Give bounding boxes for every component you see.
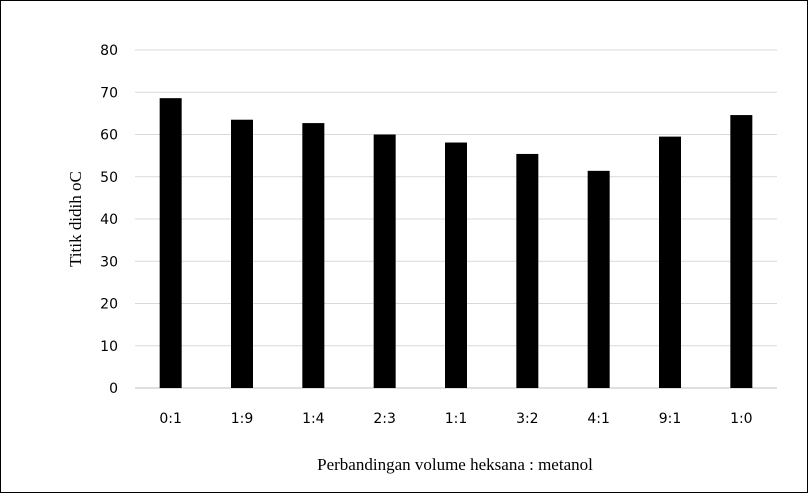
y-tick-label: 20 bbox=[100, 297, 118, 313]
x-axis-title: Perbandingan volume heksana : metanol bbox=[317, 455, 593, 474]
x-tick-labels: 0:1 1:9 1:4 2:3 1:1 3:2 4:1 9:1 1:0 bbox=[159, 411, 752, 427]
bar bbox=[516, 153, 539, 388]
y-tick-label: 70 bbox=[100, 85, 118, 101]
bar bbox=[231, 119, 253, 389]
bar bbox=[659, 136, 681, 388]
y-tick-label: 40 bbox=[100, 212, 118, 228]
x-tick-label: 1:4 bbox=[302, 411, 325, 427]
bar bbox=[730, 115, 753, 388]
bar bbox=[445, 142, 467, 388]
y-tick-label: 80 bbox=[100, 43, 118, 59]
bar bbox=[159, 98, 182, 388]
bars bbox=[159, 98, 753, 389]
bar bbox=[587, 170, 610, 388]
y-tick-label: 10 bbox=[100, 339, 118, 355]
x-tick-label: 3:2 bbox=[516, 411, 539, 427]
x-tick-label: 1:1 bbox=[445, 411, 468, 427]
y-axis-title: Titik didih oC bbox=[66, 171, 85, 267]
y-tick-label: 0 bbox=[109, 381, 118, 397]
y-tick-label: 30 bbox=[100, 254, 118, 270]
y-tick-label: 50 bbox=[100, 170, 118, 186]
bar bbox=[302, 123, 325, 388]
y-tick-label: 60 bbox=[100, 128, 118, 144]
y-tick-labels: 0 10 20 30 40 50 60 70 80 bbox=[100, 43, 118, 397]
x-tick-label: 9:1 bbox=[659, 411, 682, 427]
x-tick-label: 1:9 bbox=[231, 411, 254, 427]
x-tick-label: 2:3 bbox=[373, 411, 396, 427]
x-tick-label: 0:1 bbox=[159, 411, 182, 427]
x-tick-label: 4:1 bbox=[587, 411, 610, 427]
x-tick-label: 1:0 bbox=[730, 411, 753, 427]
bar bbox=[373, 134, 396, 388]
